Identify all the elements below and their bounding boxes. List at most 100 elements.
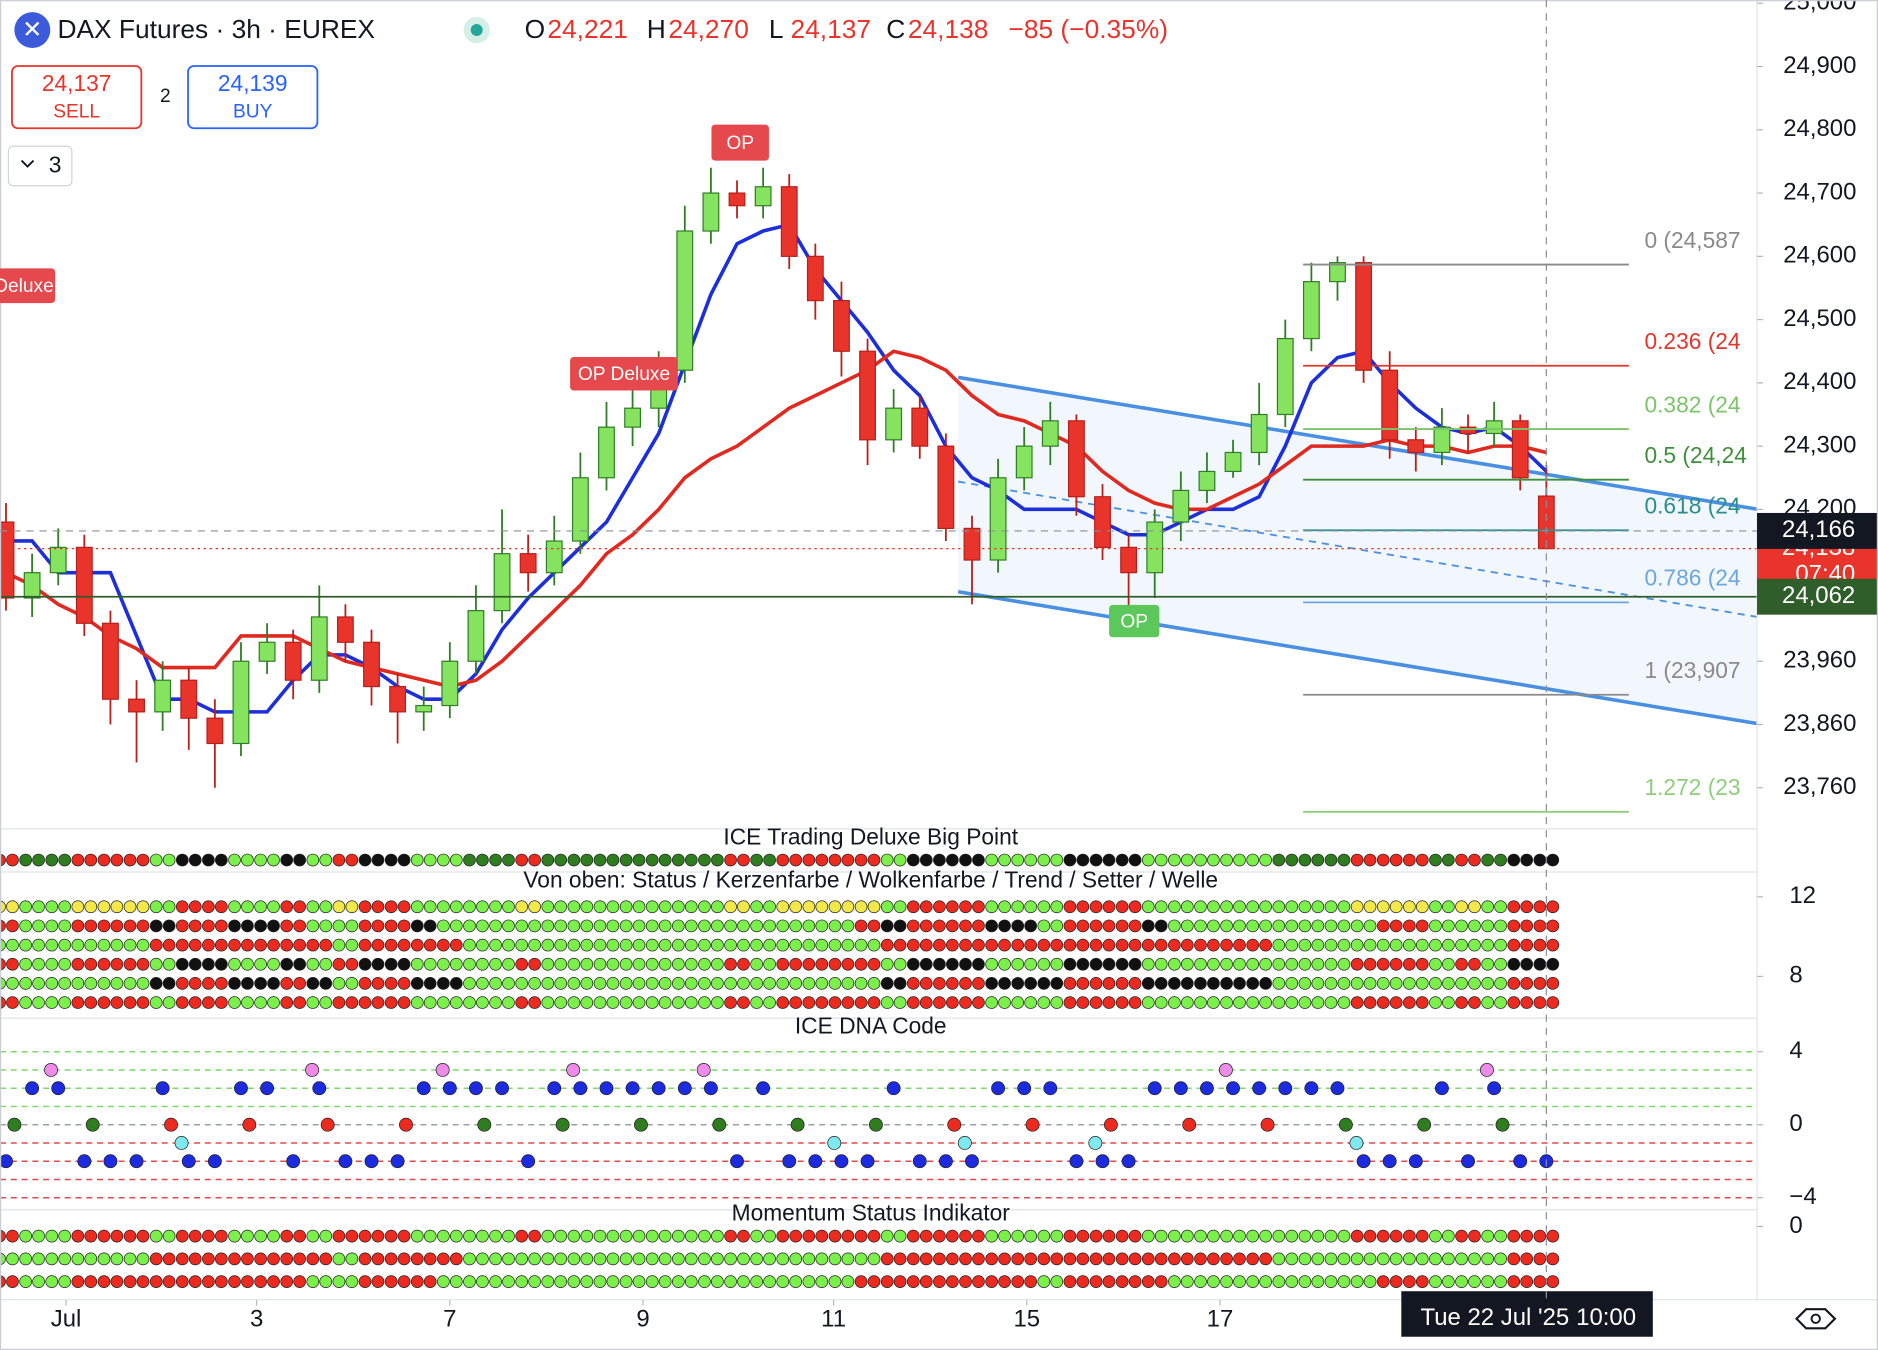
signal-dot (267, 853, 280, 867)
signal-dot (580, 1275, 594, 1288)
signal-dot (6, 853, 19, 867)
signal-dot (384, 957, 398, 971)
signal-dot (32, 853, 45, 867)
signal-dot (267, 1275, 280, 1288)
panel-title: ICE Trading Deluxe Big Point (723, 824, 1018, 850)
signal-dot (1324, 957, 1338, 971)
signal-dot (358, 938, 372, 952)
chevron (20, 159, 35, 168)
dna-dot (834, 1154, 849, 1169)
signal-dot (1154, 1275, 1168, 1288)
signal-dot (1194, 919, 1207, 933)
signal-dot (867, 938, 881, 952)
signal-dot (423, 1229, 437, 1243)
signal-dot (1141, 977, 1155, 990)
candle-body (1355, 262, 1373, 371)
signal-dot (959, 1229, 972, 1243)
signal-dot (280, 1229, 294, 1243)
signal-dot (698, 919, 711, 933)
signal-dot (45, 900, 59, 914)
signal-dot (280, 977, 294, 990)
signal-dot (1376, 853, 1390, 867)
signal-dot (1233, 853, 1246, 867)
signal-dot (606, 977, 620, 990)
signal-dot (489, 957, 502, 971)
x-tick-label: 9 (636, 1305, 649, 1332)
signal-dot (1533, 853, 1547, 867)
signal-dot (162, 977, 176, 990)
buy-button[interactable] (187, 65, 319, 130)
signal-dot (1376, 919, 1390, 933)
dna-dot (1252, 1081, 1267, 1096)
signal-dot (489, 1229, 502, 1243)
signal-dot (97, 938, 111, 952)
signal-dot (1180, 996, 1194, 1009)
dna-dot (435, 1063, 450, 1077)
signal-dot (1507, 957, 1521, 971)
signal-dot (1311, 996, 1325, 1009)
signal-dot (985, 900, 998, 914)
signal-dot (1520, 957, 1534, 971)
signal-dot (1024, 957, 1038, 971)
signal-dot (802, 919, 816, 933)
signal-dot (815, 1229, 829, 1243)
signal-dot (893, 853, 907, 867)
dna-dot (44, 1063, 58, 1077)
signal-dot (1468, 853, 1481, 867)
signal-dot (1376, 957, 1390, 971)
signal-dot (554, 853, 568, 867)
signal-dot (1520, 977, 1534, 990)
header: ✕ DAX Futures · 3h · EUREX O 24,221 H 24… (7, 12, 1168, 187)
signal-dot (1311, 957, 1325, 971)
signal-dot (502, 996, 515, 1009)
fib-label: 0.236 (24 (1644, 328, 1740, 354)
signal-dot (437, 919, 450, 933)
sell-button[interactable] (11, 65, 143, 130)
fib-label: 0 (24,587 (1644, 227, 1740, 253)
signal-dot (136, 938, 150, 952)
signal-dot (1128, 900, 1142, 914)
signal-dot (854, 977, 868, 990)
settings-icon[interactable] (1795, 1308, 1837, 1330)
signal-dot (1298, 1252, 1312, 1266)
signal-dot (241, 919, 254, 933)
signal-dot (1220, 1275, 1233, 1288)
signal-dot (476, 1275, 489, 1288)
x-tick-label: 3 (250, 1305, 263, 1332)
signal-dot (306, 1252, 320, 1266)
signal-dot (854, 1252, 868, 1266)
dna-dot (790, 1117, 805, 1132)
signal-dot (1429, 919, 1442, 933)
signal-dot (541, 900, 555, 914)
signal-dot (945, 977, 959, 990)
signal-dot (1520, 900, 1534, 914)
signal-dot (619, 1252, 633, 1266)
candle-body (1094, 496, 1111, 548)
signal-dot (345, 957, 359, 971)
signal-dot (332, 853, 346, 867)
signal-dot (671, 957, 685, 971)
signal-dot (1259, 1229, 1272, 1243)
signal-dot (671, 938, 685, 952)
signal-dot (593, 853, 607, 867)
signal-dot (1259, 1252, 1272, 1266)
signal-dot (306, 1275, 320, 1288)
symbol-title: DAX Futures · 3h · EUREX (57, 14, 375, 44)
signal-dot (1376, 1229, 1390, 1243)
signal-dot (919, 1252, 933, 1266)
dna-dot (1095, 1154, 1110, 1169)
signal-dot (854, 957, 868, 971)
signal-dot (149, 919, 163, 933)
signal-dot (1546, 938, 1560, 952)
signal-dot (828, 938, 842, 952)
signal-dot (32, 996, 45, 1009)
signal-dot (1285, 1229, 1299, 1243)
signal-dot (1089, 1229, 1103, 1243)
signal-dot (423, 1252, 437, 1266)
signal-dot (84, 957, 98, 971)
indicators-toggle[interactable] (7, 145, 73, 187)
signal-dot (358, 957, 372, 971)
signal-dot (1024, 900, 1038, 914)
signal-dot (619, 1229, 633, 1243)
signal-dot (1141, 900, 1155, 914)
